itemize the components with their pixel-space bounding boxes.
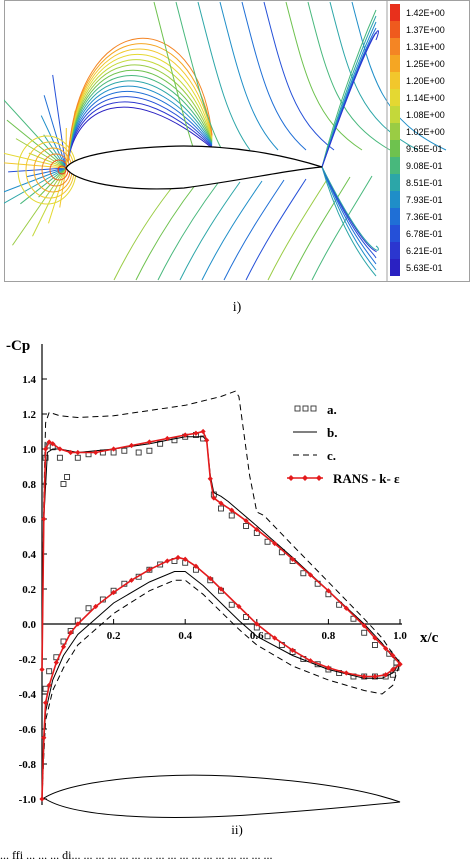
data-point-a: [86, 606, 91, 611]
y-axis-label: -Cp: [6, 338, 30, 354]
legend-label: 6.21E-01: [406, 246, 443, 256]
legend-label: 1.42E+00: [406, 8, 445, 18]
y-tick-label: -1.0: [19, 794, 37, 806]
legend-swatch: [390, 123, 400, 140]
caption-ii: ii): [0, 822, 474, 838]
data-point-rans: [75, 450, 80, 455]
legend-swatch: [390, 4, 400, 21]
data-point-rans: [208, 476, 213, 481]
legend-marker-a: [311, 406, 316, 411]
airfoil-sketch: [44, 775, 400, 817]
data-point-a: [372, 643, 377, 648]
legend-swatch: [390, 72, 400, 89]
data-point-rans: [129, 443, 134, 448]
legend-label: 1.08E+00: [406, 110, 445, 120]
legend-label: 7.36E-01: [406, 212, 443, 222]
y-tick-label: -0.4: [19, 689, 37, 701]
legend-label: 8.51E-01: [406, 178, 443, 188]
data-point-a: [229, 513, 234, 518]
cp-distribution-chart: 1.4 1.2 1.0 0.8 0.6 0.4 0.2 0.0 -0.2 -0.4 -0.6 -0.8…: [0, 332, 474, 842]
series-b: [42, 437, 400, 799]
chart-legend: a. b. c. RANS - k- ε: [287, 402, 400, 486]
data-point-a: [229, 602, 234, 607]
legend-marker-rans: [288, 475, 294, 481]
data-point-a: [301, 571, 306, 576]
y-tick-label: 0.6: [22, 514, 36, 526]
legend-swatch: [390, 140, 400, 157]
legend-entry-label: b.: [327, 425, 337, 440]
legend-swatch: [390, 208, 400, 225]
data-point-a: [362, 630, 367, 635]
legend-label: 9.08E-01: [406, 161, 443, 171]
data-point-a: [57, 455, 62, 460]
x-tick-label: 0.2: [107, 630, 121, 642]
y-tick-label: -0.2: [19, 654, 37, 666]
legend-swatch: [390, 242, 400, 259]
legend-label: 1.02E+00: [406, 127, 445, 137]
legend-swatch: [390, 38, 400, 55]
data-point-rans: [54, 660, 59, 665]
legend-label: 1.25E+00: [406, 59, 445, 69]
legend-swatch: [390, 174, 400, 191]
line-c-lower: [42, 580, 400, 799]
y-tick-label: 0.8: [22, 479, 36, 491]
legend-swatch: [390, 191, 400, 208]
data-point-a: [136, 450, 141, 455]
legend-swatch: [390, 89, 400, 106]
data-point-a: [65, 475, 70, 480]
legend-entry-label: RANS - k- ε: [333, 471, 400, 486]
y-tick-label: 0.4: [22, 549, 36, 561]
legend-swatch: [390, 259, 400, 276]
data-point-a: [219, 506, 224, 511]
legend-label: 1.14E+00: [406, 93, 445, 103]
data-point-a: [75, 455, 80, 460]
legend-label: 5.63E-01: [406, 263, 443, 273]
legend-swatch: [390, 157, 400, 174]
data-point-rans: [39, 667, 44, 672]
caption-i: i): [0, 300, 474, 316]
data-point-rans: [39, 796, 44, 801]
legend-label: 1.37E+00: [406, 25, 445, 35]
legend-label: 1.20E+00: [406, 76, 445, 86]
line-rans-lower: [42, 558, 400, 800]
series-layer: [39, 391, 402, 801]
x-tick-label: 1.0: [393, 630, 407, 642]
data-point-rans: [165, 558, 170, 563]
y-tick-label: -0.8: [19, 759, 37, 771]
x-tick-label: 0.4: [178, 630, 192, 642]
legend-swatch: [390, 55, 400, 72]
legend-marker-rans: [302, 475, 308, 481]
legend-swatch: [390, 106, 400, 123]
data-point-a: [122, 448, 127, 453]
y-tick-label: 1.0: [22, 444, 36, 456]
x-tick-label: 0.8: [322, 630, 336, 642]
legend-label: 1.31E+00: [406, 42, 445, 52]
legend-label: 6.78E-01: [406, 229, 443, 239]
line-c-upper: [42, 391, 400, 668]
x-axis-label: x/c: [420, 630, 439, 646]
y-tick-label: -0.6: [19, 724, 37, 736]
data-point-rans: [201, 429, 206, 434]
data-point-a: [147, 448, 152, 453]
legend-entry-label: c.: [327, 448, 336, 463]
legend-label: 7.93E-01: [406, 195, 443, 205]
legend-swatch: [390, 225, 400, 242]
contour-plot: 1.42E+00 1.37E+00 1.31E+00 1.25E+00 1.20E+00…: [4, 0, 470, 282]
legend-marker-a: [295, 406, 300, 411]
legend-label: 9.65E-01: [406, 144, 443, 154]
chart-axes: 1.4 1.2 1.0 0.8 0.6 0.4 0.2 0.0 -0.2 -0.4 -0.6 -0.8…: [6, 338, 439, 806]
y-tick-label: 1.2: [22, 409, 36, 421]
y-tick-label: 0.0: [22, 619, 36, 631]
data-point-a: [47, 669, 52, 674]
data-point-a: [61, 482, 66, 487]
legend-swatch: [390, 21, 400, 38]
data-point-a: [244, 524, 249, 529]
legend-marker-a: [303, 406, 308, 411]
line-rans-upper: [42, 432, 400, 670]
figure-caption-text: ... ffi ... ... ... di... ... ... ... ..…: [0, 848, 474, 863]
y-tick-label: 0.2: [22, 584, 36, 596]
y-tick-label: 1.4: [22, 374, 36, 386]
legend-marker-rans: [316, 475, 322, 481]
legend-entry-label: a.: [327, 402, 337, 417]
